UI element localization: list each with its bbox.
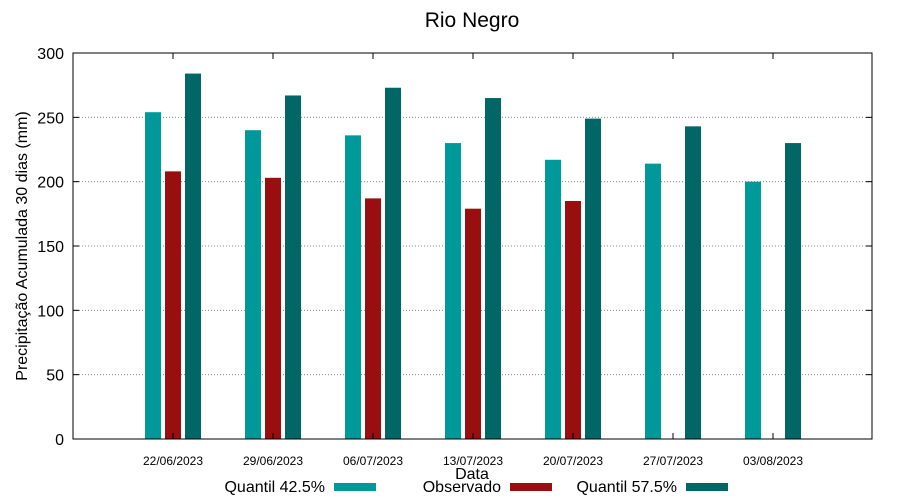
legend-label: Quantil 57.5% <box>576 479 677 496</box>
x-axis-label: Data <box>455 466 489 483</box>
x-tick-label: 27/07/2023 <box>643 454 703 468</box>
legend-label: Quantil 42.5% <box>224 479 325 496</box>
chart-title: Rio Negro <box>425 9 520 32</box>
x-axis-ticks: 22/06/2023 29/06/2023 06/07/2023 13/07/2023… <box>143 53 803 468</box>
bar-quantil-57-5--3 <box>485 98 501 440</box>
bar-quantil-57-5--0 <box>185 73 201 439</box>
bar-quantil-42-5--0 <box>145 112 161 439</box>
y-tick-label: 50 <box>46 368 64 385</box>
bar-quantil-42-5--3 <box>445 143 461 440</box>
bar-quantil-42-5--4 <box>545 159 561 439</box>
bar-quantil-57-5--4 <box>585 118 601 440</box>
x-tick-label: 13/07/2023 <box>443 454 503 468</box>
y-tick-label: 200 <box>37 175 64 192</box>
bar-quantil-57-5--6 <box>785 143 801 440</box>
legend-label: Observado <box>423 479 501 496</box>
legend-swatch <box>686 483 728 491</box>
x-tick-label: 20/07/2023 <box>543 454 603 468</box>
bar-quantil-42-5--2 <box>345 135 361 439</box>
legend-swatch <box>334 483 376 491</box>
bar-observado-2 <box>365 198 381 439</box>
bar-quantil-57-5--1 <box>285 95 301 440</box>
y-tick-label: 0 <box>55 432 64 449</box>
x-tick-label: 22/06/2023 <box>143 454 203 468</box>
bar-quantil-57-5--5 <box>685 126 701 439</box>
y-axis-label: Precipitação Acumulada 30 dias (mm) <box>14 111 31 380</box>
x-tick-label: 03/08/2023 <box>743 454 803 468</box>
y-tick-label: 300 <box>37 46 64 63</box>
bar-observado-3 <box>465 208 481 439</box>
bar-quantil-42-5--5 <box>645 163 661 440</box>
legend: Quantil 42.5% Observado Quantil 57.5% <box>224 479 728 496</box>
bar-quantil-42-5--6 <box>745 181 761 439</box>
bar-observado-1 <box>265 177 281 439</box>
bar-quantil-57-5--2 <box>385 87 401 440</box>
bar-observado-0 <box>165 171 181 439</box>
y-axis-ticks: 0 50 100 150 200 250 300 <box>37 46 872 449</box>
x-tick-label: 06/07/2023 <box>343 454 403 468</box>
bar-observado-4 <box>565 200 581 439</box>
y-tick-label: 150 <box>37 239 64 256</box>
bars <box>145 73 801 440</box>
bar-quantil-42-5--1 <box>245 130 261 439</box>
x-tick-label: 29/06/2023 <box>243 454 303 468</box>
y-tick-label: 100 <box>37 303 64 320</box>
y-tick-label: 250 <box>37 110 64 127</box>
legend-swatch <box>510 483 552 491</box>
